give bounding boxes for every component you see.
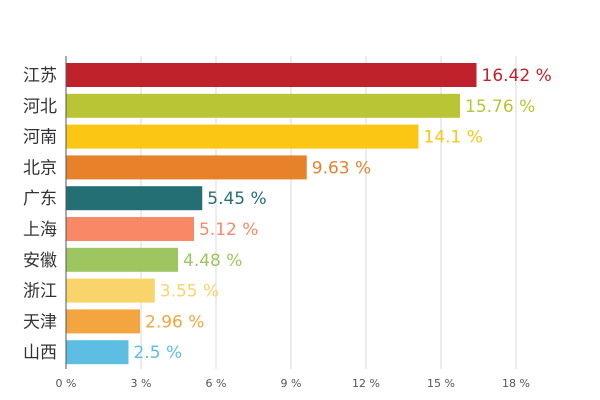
x-tick-label: 12 % <box>352 377 380 390</box>
bar <box>66 278 155 303</box>
bar <box>66 340 129 365</box>
bar <box>66 63 477 87</box>
x-tick-label: 0 % <box>56 377 77 390</box>
category-label: 广东 <box>23 189 57 209</box>
category-label: 山西 <box>23 343 57 363</box>
x-axis-ticks: 0 % 3 % 6 % 9 % 12 % 15 % 18 % <box>56 377 530 390</box>
value-label: 2.96 % <box>145 312 204 332</box>
category-label: 天津 <box>23 312 57 332</box>
category-label: 上海 <box>23 220 57 240</box>
category-label: 浙江 <box>23 282 57 302</box>
value-labels: 16.42 % 15.76 % 14.1 % 9.63 % 5.45 % 5.12 % 4.… <box>134 66 552 363</box>
value-label: 9.63 % <box>312 158 371 178</box>
value-label: 5.12 % <box>199 220 258 240</box>
bar <box>66 155 307 180</box>
bar <box>66 217 194 241</box>
x-tick-label: 9 % <box>281 377 302 390</box>
value-label: 16.42 % <box>482 66 552 86</box>
value-label: 2.5 % <box>134 343 183 363</box>
value-label: 4.48 % <box>183 251 242 271</box>
category-label: 安徽 <box>23 251 57 271</box>
value-label: 14.1 % <box>424 128 483 148</box>
bar <box>66 309 140 334</box>
x-tick-label: 15 % <box>427 377 455 390</box>
x-tick-label: 3 % <box>131 377 152 390</box>
bar <box>66 93 460 118</box>
category-label: 河南 <box>23 128 57 148</box>
value-label: 5.45 % <box>207 189 266 209</box>
category-label: 江苏 <box>23 66 57 86</box>
value-label: 3.55 % <box>160 282 219 302</box>
x-tick-label: 6 % <box>206 377 227 390</box>
bar <box>66 124 419 149</box>
bar <box>66 186 203 211</box>
x-tick-label: 18 % <box>502 377 530 390</box>
bars <box>66 63 477 365</box>
value-label: 15.76 % <box>465 97 535 117</box>
bar <box>66 247 178 272</box>
category-label: 河北 <box>23 97 57 117</box>
category-label: 北京 <box>23 158 57 178</box>
